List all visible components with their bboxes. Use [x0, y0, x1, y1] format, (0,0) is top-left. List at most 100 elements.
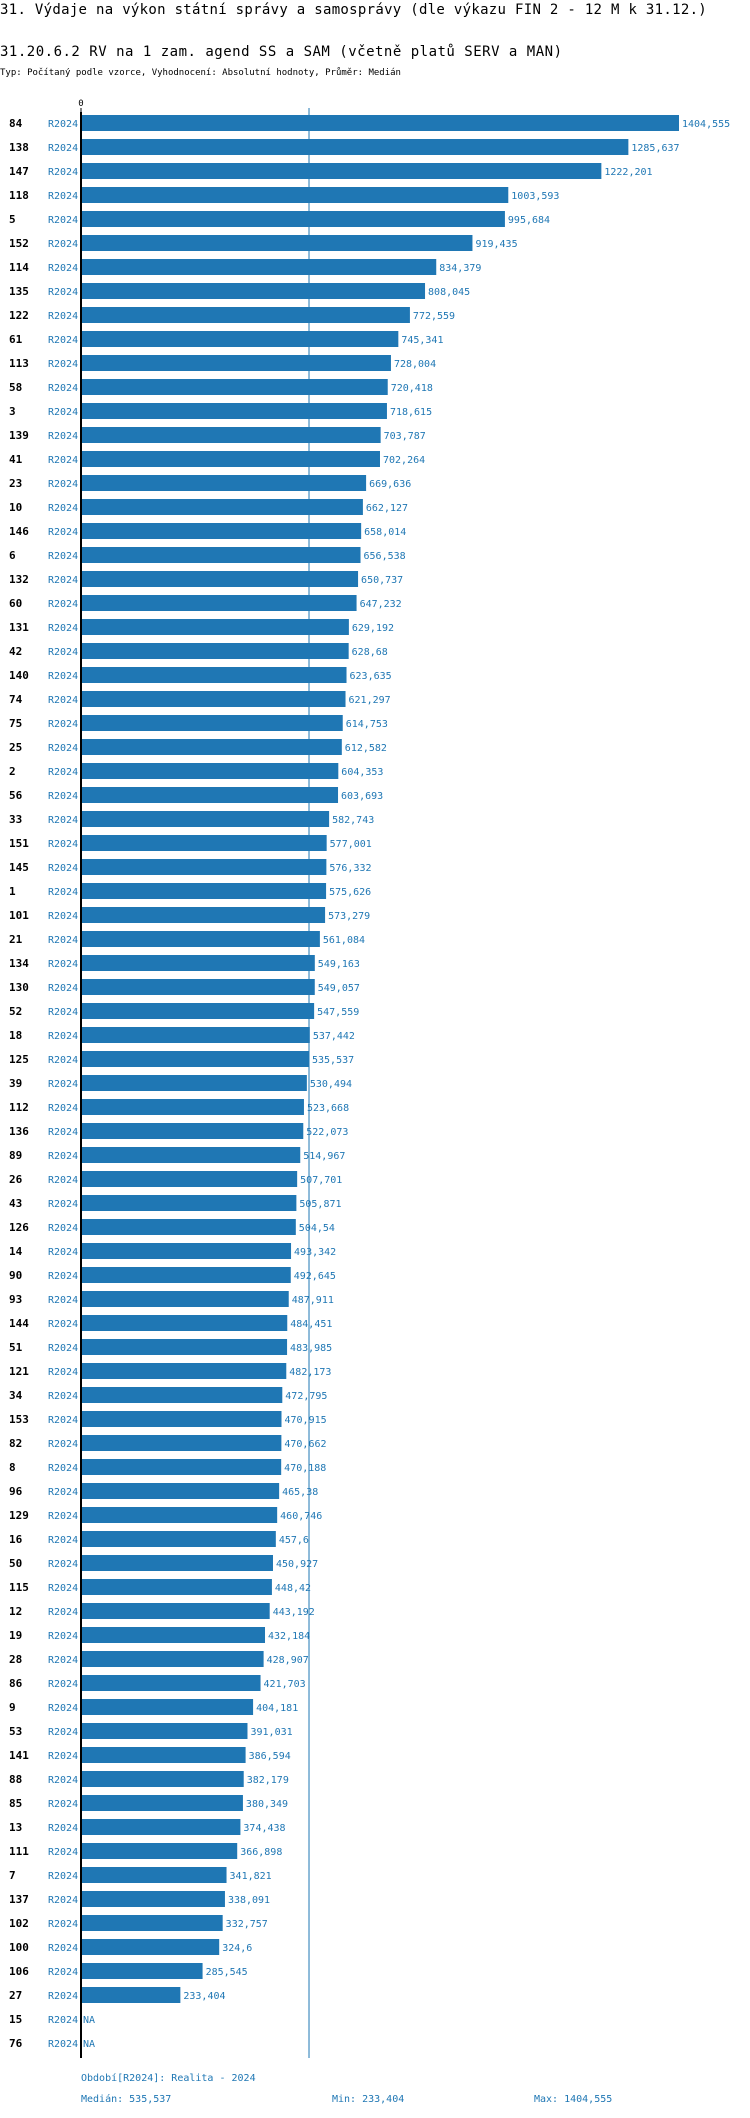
row-period-label: R2024 [48, 935, 78, 946]
row-period-label: R2024 [48, 1607, 78, 1618]
row-id-label: 115 [9, 1581, 29, 1594]
bar [81, 451, 380, 467]
bar-value-label: 703,787 [384, 431, 426, 442]
bar-value-label: 535,537 [312, 1055, 354, 1066]
footer-period: Období[R2024]: Realita - 2024 [81, 2073, 256, 2084]
bar-value-label: NA [83, 2039, 95, 2050]
row-id-label: 125 [9, 1053, 29, 1066]
row-id-label: 100 [9, 1941, 29, 1954]
bar [81, 1411, 282, 1427]
row-id-label: 93 [9, 1293, 22, 1306]
footer-max: Max: 1404,555 [534, 2094, 613, 2105]
row-id-label: 1 [9, 885, 16, 898]
bar [81, 835, 327, 851]
row-period-label: R2024 [48, 2039, 78, 2050]
bar-value-label: 505,871 [299, 1199, 341, 1210]
row-period-label: R2024 [48, 1679, 78, 1690]
bar-value-label: 332,757 [226, 1919, 268, 1930]
bar-value-label: 514,967 [303, 1151, 345, 1162]
bar-value-label: 614,753 [346, 719, 388, 730]
bar [81, 1003, 315, 1019]
row-period-label: R2024 [48, 1247, 78, 1258]
row-id-label: 131 [9, 621, 29, 634]
row-period-label: R2024 [48, 1967, 78, 1978]
bar [81, 307, 410, 323]
row-id-label: 52 [9, 1005, 22, 1018]
row-id-label: 88 [9, 1773, 22, 1786]
row-period-label: R2024 [48, 1847, 78, 1858]
row-id-label: 136 [9, 1125, 29, 1138]
bar [81, 379, 388, 395]
row-period-label: R2024 [48, 1367, 78, 1378]
row-period-label: R2024 [48, 1775, 78, 1786]
bar [81, 1963, 203, 1979]
bar-value-label: 718,615 [390, 407, 432, 418]
row-id-label: 6 [9, 549, 16, 562]
bar-value-label: 1285,637 [631, 143, 679, 154]
row-period-label: R2024 [48, 311, 78, 322]
row-period-label: R2024 [48, 479, 78, 490]
bar-value-label: 341,821 [230, 1871, 272, 1882]
row-id-label: 34 [9, 1389, 23, 1402]
bar-value-label: 650,737 [361, 575, 403, 586]
bar-value-label: 669,636 [369, 479, 411, 490]
bar [81, 1771, 244, 1787]
bar [81, 1819, 241, 1835]
row-period-label: R2024 [48, 1487, 78, 1498]
row-id-label: 139 [9, 429, 29, 442]
bar [81, 763, 339, 779]
bar-value-label: 728,004 [394, 359, 436, 370]
bar-value-label: NA [83, 2015, 95, 2026]
row-id-label: 33 [9, 813, 22, 826]
bar [81, 691, 346, 707]
bar-value-label: 621,297 [349, 695, 391, 706]
bar-value-label: 629,192 [352, 623, 394, 634]
row-period-label: R2024 [48, 1511, 78, 1522]
x-tick-label: 0 [78, 99, 83, 109]
row-id-label: 96 [9, 1485, 23, 1498]
bar [81, 1051, 310, 1067]
row-id-label: 76 [9, 2037, 23, 2050]
row-period-label: R2024 [48, 1943, 78, 1954]
row-id-label: 122 [9, 309, 29, 322]
row-period-label: R2024 [48, 1727, 78, 1738]
bar [81, 1195, 297, 1211]
bar-value-label: 472,795 [285, 1391, 327, 1402]
bar-value-label: 530,494 [310, 1079, 352, 1090]
row-id-label: 135 [9, 285, 29, 298]
row-id-label: 153 [9, 1413, 29, 1426]
bar-value-label: 404,181 [256, 1703, 298, 1714]
bar [81, 907, 326, 923]
row-id-label: 145 [9, 861, 29, 874]
bar-value-label: 834,379 [439, 263, 481, 274]
row-period-label: R2024 [48, 767, 78, 778]
row-id-label: 13 [9, 1821, 22, 1834]
row-id-label: 146 [9, 525, 29, 538]
bar-value-label: 1404,555 [682, 119, 730, 130]
bar [81, 859, 327, 875]
bar-value-label: 603,693 [341, 791, 383, 802]
bar [81, 115, 679, 131]
bar-value-label: 647,232 [360, 599, 402, 610]
row-id-label: 5 [9, 213, 16, 226]
bar [81, 1579, 272, 1595]
bar [81, 1075, 307, 1091]
bar-value-label: 233,404 [183, 1991, 225, 2002]
bar-value-label: 612,582 [345, 743, 387, 754]
row-period-label: R2024 [48, 1175, 78, 1186]
row-period-label: R2024 [48, 1439, 78, 1450]
row-id-label: 51 [9, 1341, 23, 1354]
row-period-label: R2024 [48, 1151, 78, 1162]
page-title: 31. Výdaje na výkon státní správy a samo… [0, 2, 708, 18]
bar-value-label: 522,073 [306, 1127, 348, 1138]
bar [81, 1675, 261, 1691]
row-period-label: R2024 [48, 815, 78, 826]
bar-value-label: 808,045 [428, 287, 470, 298]
bar-value-label: 382,179 [247, 1775, 289, 1786]
row-period-label: R2024 [48, 1031, 78, 1042]
bar [81, 739, 342, 755]
bar [81, 1123, 304, 1139]
bar-value-label: 537,442 [313, 1031, 355, 1042]
bar [81, 1291, 289, 1307]
row-id-label: 58 [9, 381, 22, 394]
